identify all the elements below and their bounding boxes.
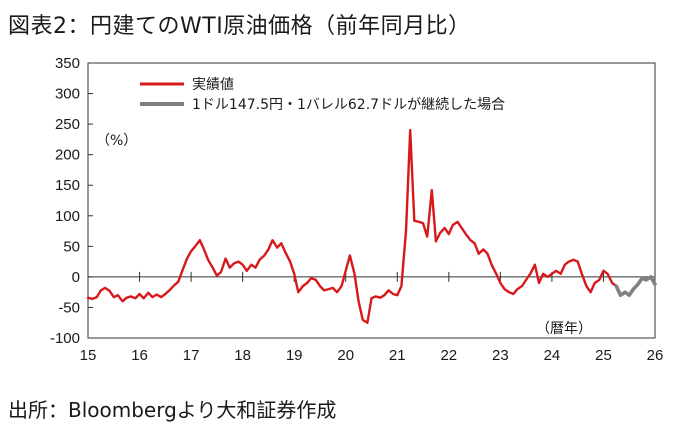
y-tick-label: 200 [55, 147, 80, 164]
x-tick-label: 26 [647, 347, 664, 364]
source-note: 出所：Bloombergより大和証券作成 [8, 398, 337, 422]
x-tick-label: 18 [234, 347, 251, 364]
legend-label-actual: 実績値 [192, 77, 234, 93]
x-tick-label: 24 [544, 347, 561, 364]
y-tick-label: -100 [50, 330, 80, 347]
y-tick-label: 350 [55, 55, 80, 72]
y-tick-label: 150 [55, 177, 80, 194]
x-unit-label: （暦年） [536, 321, 592, 337]
legend: 実績値 1ドル147.5円・1バレル62.7ドルが継続した場合 [140, 77, 505, 113]
x-tick-label: 20 [337, 347, 354, 364]
series-line-actual [86, 128, 618, 324]
y-tick-label: 100 [55, 208, 80, 225]
x-tick-label: 21 [389, 347, 406, 364]
x-tick-label: 17 [183, 347, 200, 364]
y-tick-label: 50 [63, 238, 80, 255]
y-tick-label: 0 [72, 269, 80, 286]
y-tick-label: 300 [55, 86, 80, 103]
y-tick-label: -50 [58, 299, 80, 316]
x-tick-label: 16 [131, 347, 148, 364]
x-tick-label: 19 [286, 347, 303, 364]
x-tick-label: 25 [595, 347, 612, 364]
chart-title: 図表2：円建てのWTI原油価格（前年同月比） [8, 14, 471, 39]
x-tick-label: 22 [440, 347, 457, 364]
plot-area [87, 62, 656, 339]
x-tick-label: 15 [80, 347, 97, 364]
series-layer [86, 128, 657, 324]
legend-label-scenario: 1ドル147.5円・1バレル62.7ドルが継続した場合 [192, 96, 505, 113]
x-axis: 15 16 17 18 19 20 21 22 23 24 25 26 [80, 271, 664, 364]
y-axis: 350 300 250 200 150 100 50 0 -50 -100 [50, 55, 93, 347]
x-tick-label: 23 [492, 347, 509, 364]
y-unit-label: （%） [96, 133, 137, 149]
y-tick-label: 250 [55, 116, 80, 133]
series-line-scenario [614, 275, 657, 298]
